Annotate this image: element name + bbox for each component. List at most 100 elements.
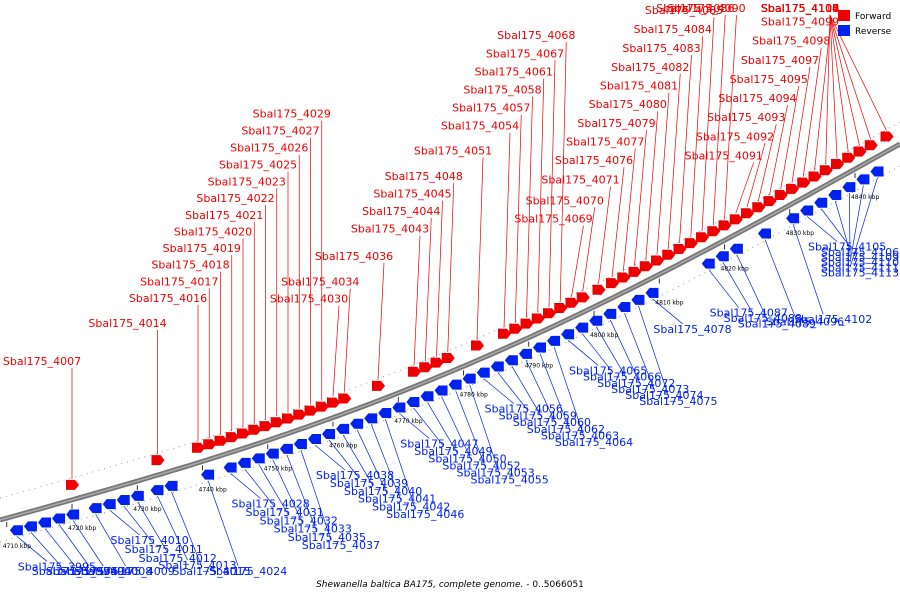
tick-label: 4800 kbp xyxy=(590,332,618,339)
reverse-gene-label: Sbal175_4064 xyxy=(555,436,633,449)
forward-gene-label: Sbal175_4071 xyxy=(541,174,619,187)
reverse-gene-arrow xyxy=(251,453,265,464)
forward-leader xyxy=(690,36,704,238)
reverse-gene-label: Sbal175_3999 xyxy=(46,565,124,578)
reverse-gene-arrow xyxy=(88,503,102,514)
reverse-gene-label: Sbal175_4012 xyxy=(139,552,217,565)
leader-lines xyxy=(16,14,887,567)
reverse-leader xyxy=(553,346,585,438)
reverse-leader xyxy=(272,459,304,524)
forward-gene-label: Sbal175_4020 xyxy=(174,225,252,238)
reverse-gene-label: Sbal175_4010 xyxy=(111,534,189,547)
forward-leader xyxy=(526,96,533,318)
reverse-gene-arrow xyxy=(758,228,771,239)
reverse-gene-arrow xyxy=(102,499,116,510)
reverse-gene-label: Sbal175_4075 xyxy=(639,395,717,408)
reverse-leader xyxy=(314,444,346,471)
forward-gene-arrow xyxy=(259,421,273,432)
forward-gene-arrow xyxy=(419,362,433,373)
reverse-gene-label: Sbal175_4041 xyxy=(358,493,436,506)
forward-gene-arrow xyxy=(338,393,352,404)
reverse-gene-arrow xyxy=(589,315,603,326)
forward-gene-label: Sbal175_4092 xyxy=(696,130,774,143)
forward-gene-arrow xyxy=(718,220,732,231)
forward-gene-arrow xyxy=(509,323,523,334)
forward-gene-label: Sbal175_4077 xyxy=(566,136,644,149)
reverse-gene-label: Sbal175_4113 xyxy=(821,267,899,280)
caption-range: - 0..5066051 xyxy=(523,580,584,590)
reverse-gene-label: Sbal175_4052 xyxy=(442,460,520,473)
forward-gene-label: Sbal175_4007 xyxy=(3,355,81,368)
forward-gene-arrow xyxy=(248,424,262,435)
reverse-gene-label: Sbal175_4089 xyxy=(738,318,816,331)
forward-leader xyxy=(503,132,511,328)
reverse-gene-label: Sbal175_4059 xyxy=(499,409,577,422)
reverse-gene-arrow xyxy=(715,251,729,262)
forward-gene-arrow xyxy=(673,243,687,254)
forward-leader xyxy=(582,207,596,292)
forward-leader xyxy=(802,47,822,177)
forward-gene-label: Sbal175_4043 xyxy=(351,223,429,236)
forward-gene-arrow xyxy=(520,318,534,329)
forward-leader xyxy=(436,200,443,357)
reverse-gene-label: Sbal175_4039 xyxy=(330,477,408,490)
forward-leader xyxy=(829,14,838,159)
forward-gene-label: Sbal175_4016 xyxy=(129,292,207,305)
reverse-gene-arrow xyxy=(561,329,575,340)
reverse-gene-arrow xyxy=(518,348,532,359)
reverse-leader xyxy=(469,384,501,475)
forward-gene-label: Sbal175_4068 xyxy=(497,29,575,42)
reverse-gene-arrow xyxy=(265,448,279,459)
forward-gene-label: Sbal175_4082 xyxy=(611,61,689,74)
reverse-leader xyxy=(567,340,599,366)
forward-gene-label: Sbal175_4017 xyxy=(140,275,218,288)
forward-gene-label: Sbal175_4018 xyxy=(151,259,229,272)
reverse-gene-arrow xyxy=(201,469,215,480)
forward-gene-label: Sbal175_4090 xyxy=(667,2,745,15)
forward-leader xyxy=(476,157,484,340)
forward-leader xyxy=(829,14,872,140)
tick-label: 4770 kbp xyxy=(394,418,422,425)
forward-gene-label: Sbal175_4079 xyxy=(577,117,655,130)
genome-backbone xyxy=(0,121,900,543)
forward-leader xyxy=(667,73,681,249)
reverse-gene-arrow xyxy=(308,434,321,445)
reverse-gene-label: Sbal175_4011 xyxy=(125,543,203,556)
reverse-gene-arrow xyxy=(786,213,800,224)
reverse-leader xyxy=(16,536,48,562)
forward-leader xyxy=(746,143,766,208)
reverse-leader xyxy=(427,402,458,454)
reverse-leader xyxy=(849,185,864,263)
forward-gene-arrow xyxy=(203,439,217,450)
forward-leader xyxy=(571,225,584,297)
forward-gene-arrow xyxy=(684,238,698,249)
reverse-leader xyxy=(328,439,360,479)
forward-leader xyxy=(611,167,625,278)
reverse-gene-label: Sbal175_4042 xyxy=(372,500,450,513)
reverse-leader xyxy=(370,424,402,502)
reverse-gene-label: Sbal175_4060 xyxy=(513,416,591,429)
forward-gene-label: Sbal175_4029 xyxy=(253,108,331,121)
forward-gene-label: Sbal175_4061 xyxy=(475,65,553,78)
reverse-gene-arrow xyxy=(150,485,164,496)
reverse-gene-arrow xyxy=(547,335,561,346)
forward-leader xyxy=(712,14,726,226)
reverse-gene-arrow xyxy=(434,385,448,396)
reverse-leader xyxy=(849,193,851,258)
reverse-gene-label: Sbal175_4040 xyxy=(344,485,422,498)
gene-track xyxy=(9,131,894,536)
forward-gene-arrow xyxy=(430,357,444,368)
forward-gene-arrow xyxy=(151,455,165,466)
forward-gene-label: Sbal175_4054 xyxy=(441,120,519,133)
reverse-gene-label: Sbal175_4008 xyxy=(74,565,152,578)
reverse-gene-arrow xyxy=(164,480,178,491)
forward-gene-label: Sbal175_4108 xyxy=(761,2,839,15)
reverse-leader xyxy=(441,396,472,461)
forward-gene-label: Sbal175_4014 xyxy=(88,317,166,330)
reverse-gene-arrow xyxy=(617,301,631,312)
reverse-gene-label: Sbal175_4105 xyxy=(808,241,886,254)
forward-gene-arrow xyxy=(214,435,228,446)
forward-guide-track xyxy=(0,121,900,499)
legend: Forward Reverse xyxy=(838,10,892,37)
